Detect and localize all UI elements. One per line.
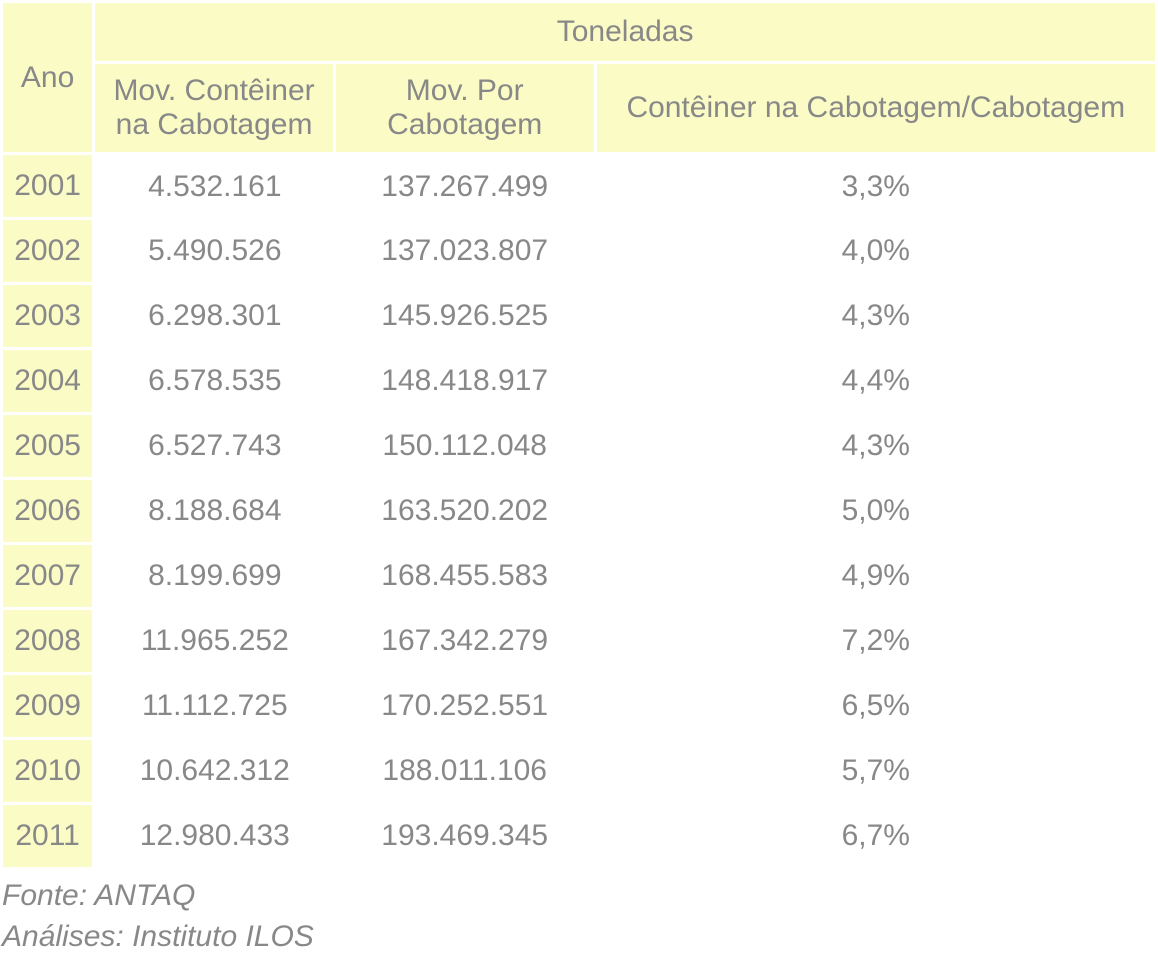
cell-mov-conteiner: 6.298.301 [94,284,335,349]
table-row: 2009 11.112.725 170.252.551 6,5% [2,674,1157,739]
cell-mov-conteiner: 11.965.252 [94,609,335,674]
cell-mov-conteiner: 8.188.684 [94,479,335,544]
cell-year: 2007 [2,544,94,609]
cell-ratio: 5,0% [595,479,1156,544]
table-row: 2002 5.490.526 137.023.807 4,0% [2,219,1157,284]
cell-year: 2002 [2,219,94,284]
cell-mov-por: 168.455.583 [334,544,595,609]
table-row: 2006 8.188.684 163.520.202 5,0% [2,479,1157,544]
cell-year: 2004 [2,349,94,414]
table-body: 2001 4.532.161 137.267.499 3,3% 2002 5.4… [2,154,1157,869]
footer-source: Fonte: ANTAQ [2,876,1158,917]
column-header-mov-por: Mov. Por Cabotagem [334,63,595,154]
cell-mov-conteiner: 4.532.161 [94,154,335,219]
cell-mov-por: 145.926.525 [334,284,595,349]
cell-ratio: 6,7% [595,804,1156,869]
cell-year: 2010 [2,739,94,804]
table-row: 2001 4.532.161 137.267.499 3,3% [2,154,1157,219]
cell-ratio: 3,3% [595,154,1156,219]
cell-year: 2011 [2,804,94,869]
cell-mov-por: 148.418.917 [334,349,595,414]
cell-ratio: 4,3% [595,284,1156,349]
cell-mov-por: 170.252.551 [334,674,595,739]
cell-year: 2009 [2,674,94,739]
cell-year: 2008 [2,609,94,674]
table-row: 2007 8.199.699 168.455.583 4,9% [2,544,1157,609]
cell-ratio: 4,4% [595,349,1156,414]
cell-mov-por: 150.112.048 [334,414,595,479]
cell-mov-por: 163.520.202 [334,479,595,544]
cell-mov-conteiner: 6.578.535 [94,349,335,414]
table-row: 2003 6.298.301 145.926.525 4,3% [2,284,1157,349]
cell-mov-conteiner: 12.980.433 [94,804,335,869]
cell-mov-por: 137.267.499 [334,154,595,219]
cell-mov-conteiner: 10.642.312 [94,739,335,804]
cell-ratio: 7,2% [595,609,1156,674]
cell-year: 2005 [2,414,94,479]
cell-year: 2001 [2,154,94,219]
column-header-year: Ano [2,2,94,154]
cell-ratio: 5,7% [595,739,1156,804]
cell-mov-por: 137.023.807 [334,219,595,284]
cabotage-table: Ano Toneladas Mov. Contêiner na Cabotage… [0,0,1158,870]
footer: Fonte: ANTAQ Análises: Instituto ILOS [0,870,1158,957]
table-row: 2005 6.527.743 150.112.048 4,3% [2,414,1157,479]
cell-mov-conteiner: 11.112.725 [94,674,335,739]
table-row: 2008 11.965.252 167.342.279 7,2% [2,609,1157,674]
column-header-ratio: Contêiner na Cabotagem/Cabotagem [595,63,1156,154]
table-row: 2011 12.980.433 193.469.345 6,7% [2,804,1157,869]
table-row: 2004 6.578.535 148.418.917 4,4% [2,349,1157,414]
cell-mov-por: 167.342.279 [334,609,595,674]
cell-ratio: 4,0% [595,219,1156,284]
cell-mov-por: 193.469.345 [334,804,595,869]
column-header-mov-conteiner: Mov. Contêiner na Cabotagem [94,63,335,154]
cell-ratio: 4,3% [595,414,1156,479]
cell-mov-conteiner: 6.527.743 [94,414,335,479]
cell-mov-por: 188.011.106 [334,739,595,804]
table-row: 2010 10.642.312 188.011.106 5,7% [2,739,1157,804]
footer-analysis: Análises: Instituto ILOS [2,917,1158,957]
cell-year: 2003 [2,284,94,349]
super-header-toneladas: Toneladas [94,2,1157,63]
cell-ratio: 6,5% [595,674,1156,739]
cell-ratio: 4,9% [595,544,1156,609]
cell-year: 2006 [2,479,94,544]
cell-mov-conteiner: 5.490.526 [94,219,335,284]
cell-mov-conteiner: 8.199.699 [94,544,335,609]
